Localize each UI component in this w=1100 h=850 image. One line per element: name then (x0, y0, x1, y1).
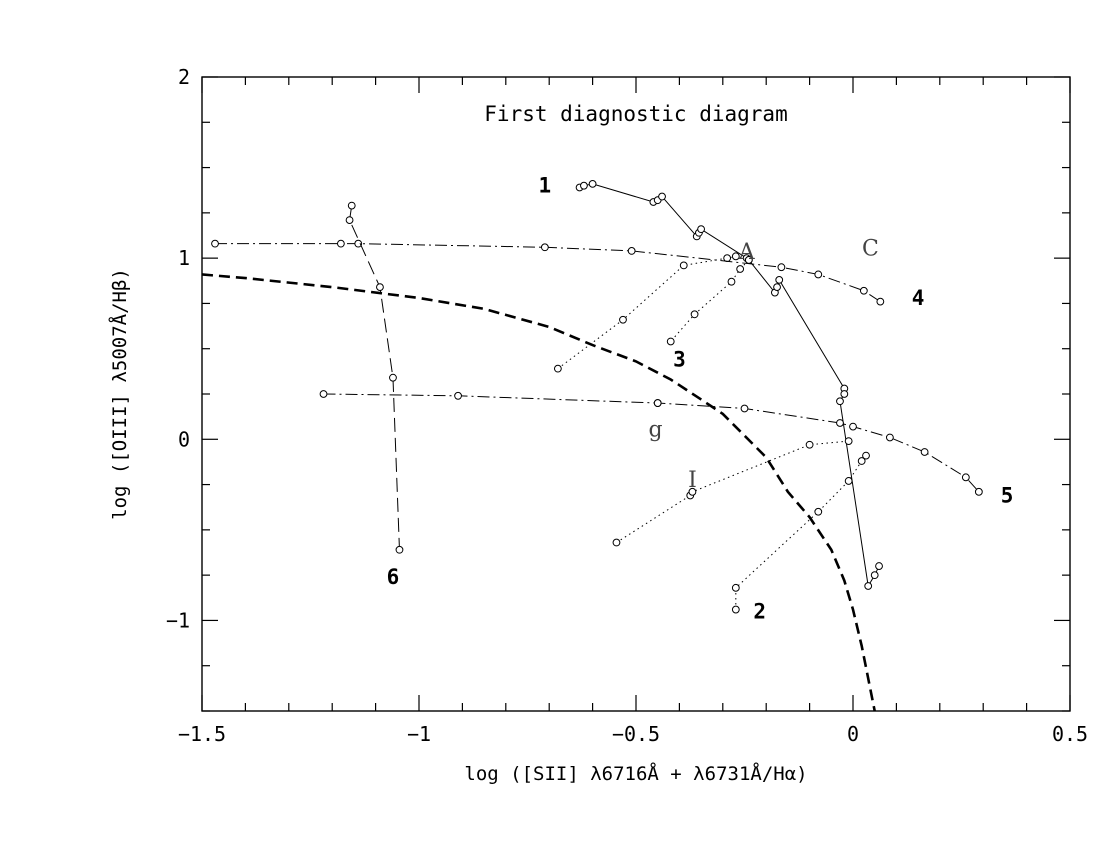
data-point (961, 473, 970, 482)
data-point (870, 571, 879, 580)
data-point (740, 404, 749, 413)
annotation-label: g (648, 417, 662, 442)
annotations-group: 1 2 3 4 5 6 A Cg I (387, 174, 1014, 624)
axis-ticks: −1.5 −1 −0.5 0 0.5 −1 0 1 2 (166, 65, 1088, 746)
data-point (859, 286, 868, 295)
data-point (736, 265, 745, 273)
data-point (840, 390, 849, 398)
annotation-label: 4 (912, 286, 925, 310)
data-point (731, 583, 740, 592)
annotation-label: A (738, 240, 756, 265)
data-point (920, 448, 929, 456)
divider-curve-group (202, 273, 876, 711)
data-point (540, 243, 549, 252)
series-line-4 (215, 243, 881, 303)
y-axis-label: log ([OIII] λ5007Å/Hβ) (108, 268, 131, 520)
data-point (731, 252, 740, 261)
x-tick-label: −0.5 (612, 722, 660, 746)
divider-curve (202, 273, 876, 711)
data-point (690, 310, 699, 319)
series-line-3 (557, 255, 750, 370)
data-point (857, 457, 866, 465)
series-3 (553, 252, 753, 373)
data-point (553, 364, 562, 373)
data-point (974, 487, 983, 496)
series-I (612, 437, 853, 547)
data-point (679, 261, 688, 270)
data-point (836, 419, 844, 427)
annotation-label: I (688, 468, 697, 493)
data-point (688, 487, 697, 496)
y-tick-label: 0 (178, 427, 190, 451)
series-5 (319, 390, 983, 496)
data-point (836, 397, 844, 406)
series-1 (575, 179, 883, 590)
data-point (723, 254, 732, 263)
series-2 (731, 451, 870, 614)
data-point (612, 538, 621, 547)
data-point (454, 391, 462, 400)
data-point (345, 216, 354, 225)
data-point (777, 263, 786, 272)
annotation-label: 3 (673, 348, 686, 372)
annotation-label: C (862, 236, 879, 261)
chart-title: First diagnostic diagram (484, 102, 787, 126)
y-tick-label: 2 (178, 65, 190, 89)
series-line-I (616, 440, 849, 543)
x-tick-label: −1.5 (178, 722, 226, 746)
data-point (588, 179, 597, 188)
data-point (580, 181, 588, 190)
x-tick-label: 0 (847, 722, 859, 746)
data-point (731, 605, 740, 614)
x-tick-label: −1 (407, 722, 431, 746)
data-point (666, 337, 675, 346)
series-line-2 (735, 455, 867, 610)
data-point (875, 562, 883, 570)
series-group (211, 179, 983, 614)
data-point (658, 192, 666, 201)
data-point (814, 270, 823, 279)
y-tick-label: −1 (166, 608, 190, 632)
data-point (849, 422, 857, 431)
data-point (775, 275, 784, 284)
data-point (347, 201, 356, 210)
data-point (727, 277, 736, 286)
data-point (389, 373, 397, 382)
data-point (844, 477, 853, 485)
data-point (336, 239, 345, 248)
data-point (319, 390, 328, 398)
annotation-label: 5 (1001, 483, 1014, 507)
series-4 (211, 239, 885, 306)
annotation-label: 1 (539, 174, 552, 198)
annotation-label: 2 (753, 599, 766, 623)
x-axis-label: log ([SII] λ6716Å + λ6731Å/Hα) (464, 762, 807, 785)
data-point (862, 451, 870, 460)
data-point (697, 225, 705, 234)
data-point (805, 440, 814, 449)
data-point (876, 297, 885, 306)
data-point (627, 246, 636, 255)
series-line-1 (579, 183, 880, 588)
series-6 (345, 201, 404, 554)
data-point (885, 433, 894, 442)
data-point (864, 582, 873, 590)
data-point (773, 283, 781, 292)
x-tick-label: 0.5 (1052, 722, 1088, 746)
data-point (395, 545, 404, 554)
data-point (619, 315, 627, 324)
data-point (653, 399, 662, 407)
data-point (376, 283, 384, 292)
annotation-label: 6 (387, 565, 400, 589)
data-point (814, 507, 823, 516)
data-point (844, 437, 853, 445)
data-point (211, 239, 219, 248)
data-point (354, 239, 363, 248)
series-line-5 (323, 393, 980, 493)
y-tick-label: 1 (178, 246, 190, 270)
